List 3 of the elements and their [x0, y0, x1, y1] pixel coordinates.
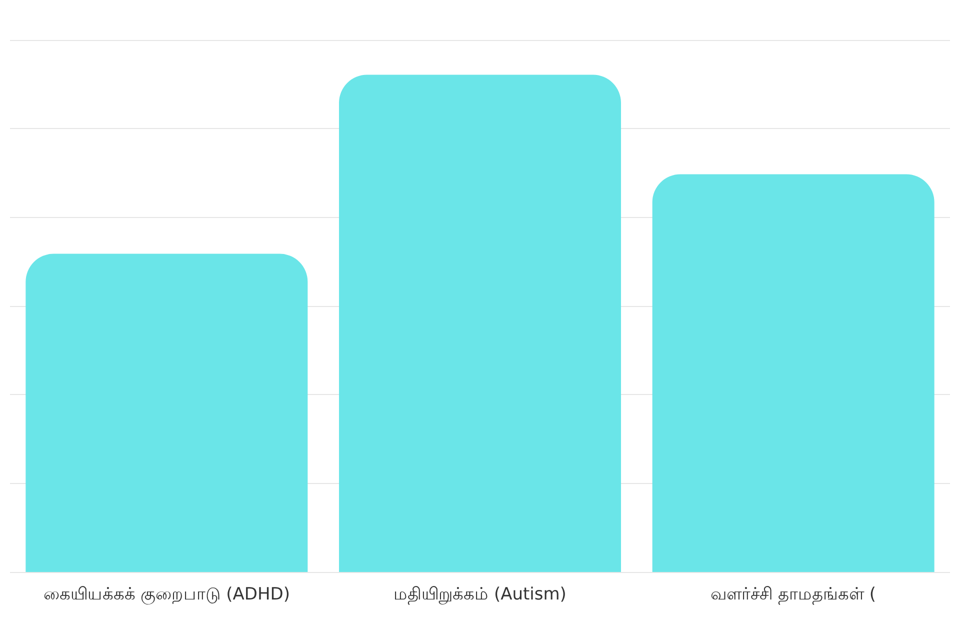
x-tick-label: வளர்ச்சி தாமதங்கள் ( [710, 584, 876, 604]
x-tick-label: கையியக்கக் குறைபாடு (ADHD) [43, 584, 290, 604]
x-tick-label: மதியிறுக்கம் (Autism) [394, 584, 566, 604]
